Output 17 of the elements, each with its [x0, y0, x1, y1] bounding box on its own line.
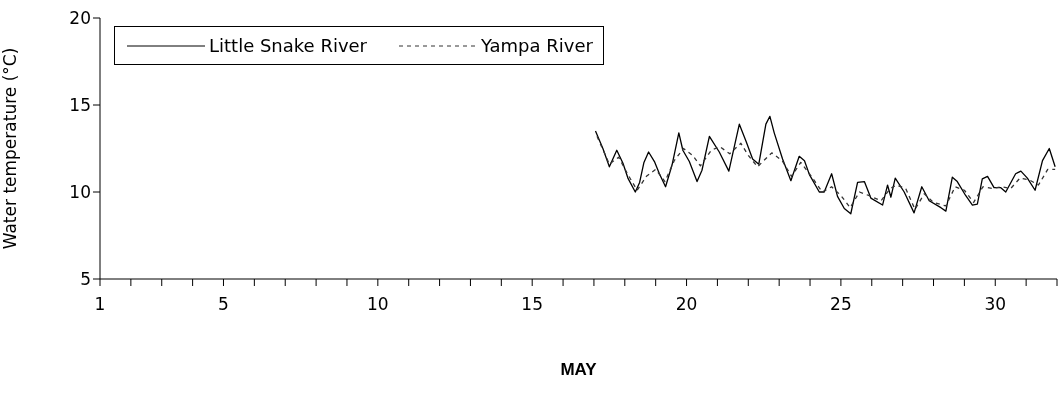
- x-tick-label: 15: [521, 294, 544, 315]
- line-series: [594, 115, 1056, 215]
- x-tick-label: 10: [367, 294, 389, 315]
- x-tick-label: 5: [218, 294, 229, 315]
- legend-label: Yampa River: [481, 35, 593, 56]
- y-tick-label: 10: [69, 182, 91, 203]
- line-series: [596, 135, 1056, 211]
- y-tick-label: 20: [69, 8, 91, 29]
- y-axis-title: Water temperature (°C): [0, 47, 21, 250]
- legend-label: Little Snake River: [209, 35, 368, 56]
- y-tick-label: 15: [69, 95, 91, 116]
- x-tick-label: 1: [94, 294, 106, 315]
- x-tick-label: 25: [830, 294, 852, 315]
- x-tick-label: 30: [984, 294, 1007, 315]
- y-tick-label: 5: [80, 269, 91, 290]
- x-tick-label: 20: [675, 294, 698, 315]
- x-axis-title: MAY: [560, 360, 598, 379]
